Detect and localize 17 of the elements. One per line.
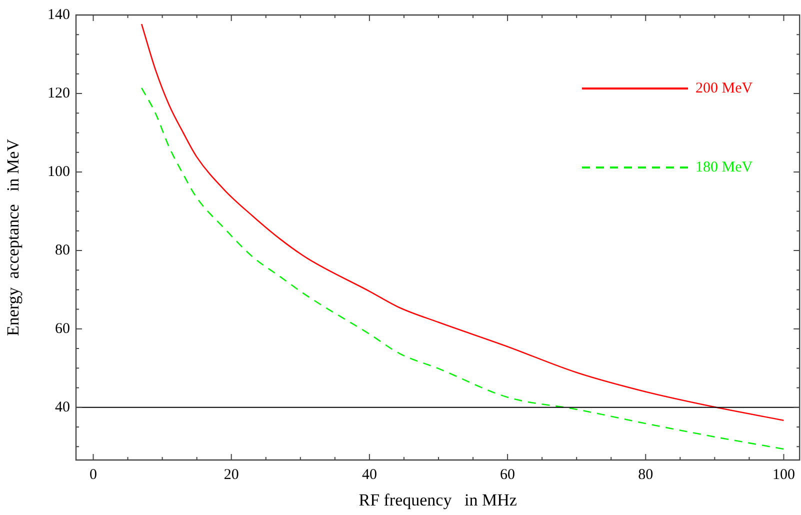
line-series bbox=[140, 23, 784, 422]
y-tick-label: 120 bbox=[48, 85, 70, 102]
y-tick-label: 140 bbox=[48, 6, 70, 23]
x-tick-label: 20 bbox=[224, 466, 239, 483]
text: 200 MeV bbox=[696, 80, 753, 96]
y-tick-label: 40 bbox=[55, 399, 70, 416]
x-tick-label: 40 bbox=[362, 466, 377, 483]
x-axis-title: RF frequency in MHz bbox=[358, 490, 518, 510]
y-tick-label: 80 bbox=[55, 242, 70, 258]
x-tick-label: 100 bbox=[772, 466, 795, 483]
y-tick-label: 100 bbox=[48, 164, 70, 180]
x-tick-label: 80 bbox=[638, 466, 654, 483]
text: 180 MeV bbox=[696, 159, 753, 176]
y-tick-label: 60 bbox=[55, 320, 70, 337]
x-tick-label: 0 bbox=[90, 466, 98, 483]
y-axis-title: Energy acceptance in MeV bbox=[4, 138, 23, 336]
x-tick-label: 60 bbox=[500, 466, 516, 483]
